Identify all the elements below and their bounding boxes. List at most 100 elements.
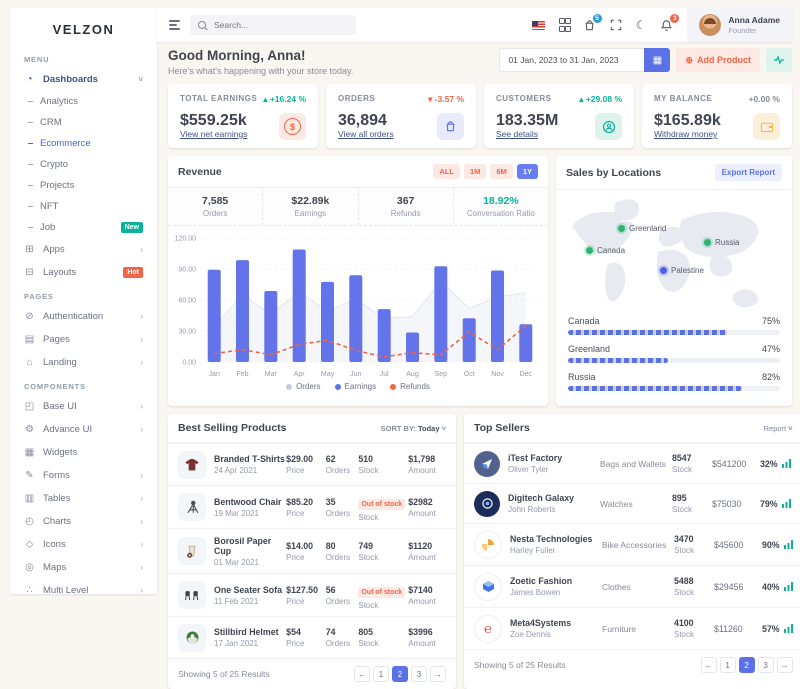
map-marker-greenland[interactable]: Greenland <box>618 224 666 233</box>
sidebar-item-pages[interactable]: ▤ Pages › <box>24 334 143 345</box>
chevron-down-icon: ˅ <box>788 423 793 433</box>
fullscreen-icon[interactable] <box>610 19 622 31</box>
user-name: Anna Adame <box>728 15 780 26</box>
export-report-button[interactable]: Export Report <box>714 164 782 181</box>
seller-row[interactable]: Digitech Galaxy John Roberts Watches 895 S… <box>464 483 800 523</box>
prev-page-button[interactable]: ← <box>700 657 717 673</box>
svg-text:Nov: Nov <box>491 371 504 378</box>
app-logo[interactable]: VELZON <box>52 22 115 37</box>
page-button[interactable]: 3 <box>411 666 427 682</box>
product-row[interactable]: Bentwood Chair 19 Mar 2021 $85.20 Price 35… <box>168 485 456 528</box>
sidebar-item-crm[interactable]: CRM <box>10 112 157 133</box>
sidebar-item-icons[interactable]: ◇ Icons › <box>25 539 143 550</box>
product-row[interactable]: Branded T-Shirts 24 Apr 2021 $29.00 Price … <box>168 443 456 485</box>
sidebar-item-layouts[interactable]: ⊟ Layouts Hot <box>10 261 157 284</box>
icons-icon: ◇ <box>25 539 34 550</box>
report-dropdown[interactable]: Report ˅ <box>763 423 793 433</box>
sort-by-dropdown[interactable]: SORT BY: Today ˅ <box>380 423 446 433</box>
sidebar-item-landing[interactable]: ⌂ Landing › <box>10 351 157 374</box>
search-box[interactable] <box>190 15 356 35</box>
range-6m-button[interactable]: 6M <box>490 164 513 179</box>
sidebar-item-job[interactable]: Job New <box>10 217 157 238</box>
user-role: Founder <box>728 25 757 35</box>
range-1m-button[interactable]: 1M <box>463 164 487 179</box>
product-row[interactable]: Borosil Paper Cup 01 Mar 2021 $14.00 Price… <box>168 528 456 573</box>
activity-button[interactable] <box>766 48 792 72</box>
svg-text:Jun: Jun <box>350 371 361 378</box>
sidebar-item-forms[interactable]: ✎ Forms › <box>25 470 143 481</box>
chevron-right-icon: › <box>140 494 143 503</box>
map-marker-canada[interactable]: Canada <box>586 246 625 255</box>
map-marker-russia[interactable]: Russia <box>704 238 739 247</box>
dark-mode-icon[interactable]: ☾ <box>635 18 647 32</box>
view-all-orders-link[interactable]: View all orders <box>338 129 394 139</box>
language-flag-icon[interactable] <box>531 20 545 30</box>
sidebar-item-tables[interactable]: ▥ Tables › <box>24 493 143 504</box>
see-details-link[interactable]: See details <box>496 129 539 139</box>
seller-row[interactable]: iTest Factory Oliver Tyler Bags and Walle… <box>464 443 800 483</box>
prev-page-button[interactable]: ← <box>354 666 370 682</box>
sidebar-item-multi-level[interactable]: ∴ Multi Level › <box>10 579 157 594</box>
map-marker-palestine[interactable]: Palestine <box>660 266 704 275</box>
stat-card-my-balance: My Balance +0.00 % $165.89k Withdraw mon… <box>642 84 792 148</box>
page-button[interactable]: 1 <box>373 666 389 682</box>
sidebar-item-base-ui[interactable]: ◰ Base UI › <box>24 401 143 412</box>
view-net-earnings-link[interactable]: View net earnings <box>180 129 248 139</box>
sidebar-item-authentication[interactable]: ⊘ Authentication › <box>25 311 143 322</box>
seller-row[interactable]: Nesta Technologies Harley Fuller Bike Acc… <box>464 523 800 565</box>
page-button-active[interactable]: 2 <box>738 657 755 673</box>
svg-text:Dec: Dec <box>520 371 533 378</box>
base-ui-icon: ◰ <box>24 401 35 412</box>
chair-thumbnail <box>178 493 206 521</box>
date-range-input[interactable] <box>499 48 645 72</box>
tables-icon: ▥ <box>24 493 35 504</box>
range-all-button[interactable]: ALL <box>433 164 460 179</box>
page-button[interactable]: 1 <box>719 657 736 673</box>
sidebar-item-analytics[interactable]: Analytics <box>10 91 157 112</box>
search-input[interactable] <box>212 19 326 31</box>
range-1y-button[interactable]: 1Y <box>516 164 538 179</box>
add-product-button[interactable]: ⊕ Add Product <box>676 48 760 72</box>
notifications-bell-icon[interactable]: 3 <box>660 13 680 32</box>
seller-row[interactable]: ℮ Meta4Systems Zoe Dennis Furniture 4100 S… <box>464 607 800 649</box>
sidebar-item-charts[interactable]: ◴ Charts › <box>25 516 143 527</box>
sidebar-item-advance-ui[interactable]: ⚙ Advance UI › <box>25 424 143 435</box>
page-subtitle: Here's what's happening with your store … <box>168 66 354 76</box>
user-menu[interactable]: Anna Adame Founder <box>687 8 792 42</box>
sidebar-item-projects[interactable]: Projects <box>10 175 157 196</box>
page-button-active[interactable]: 2 <box>392 666 408 682</box>
mini-bars-icon <box>781 499 791 508</box>
shopping-bag-icon <box>437 113 464 140</box>
results-summary: Showing 5 of 25 Results <box>178 669 270 679</box>
sidebar-item-nft[interactable]: NFT <box>10 196 157 217</box>
chevron-down-icon: ˅ <box>138 75 143 84</box>
earnings-value: $22.89k <box>291 195 330 207</box>
hamburger-menu-icon[interactable] <box>169 20 180 30</box>
withdraw-money-link[interactable]: Withdraw money <box>654 129 718 139</box>
calendar-icon[interactable]: ▦ <box>644 48 671 72</box>
sidebar-item-crypto[interactable]: Crypto <box>10 154 157 175</box>
next-page-button[interactable]: → <box>776 657 793 673</box>
sidebar-item-widgets[interactable]: ▦ Widgets <box>24 447 78 458</box>
dash-icon <box>28 185 33 186</box>
sidebar-item-ecommerce[interactable]: Ecommerce <box>10 133 157 154</box>
change-badge: ▴ +29.08 % <box>579 94 622 104</box>
pages-icon: ▤ <box>24 334 35 345</box>
pagination: ← 1 2 3 → <box>700 657 793 673</box>
svg-text:Feb: Feb <box>236 371 248 378</box>
change-badge: ▴ +16.24 % <box>263 94 306 104</box>
product-row[interactable]: One Seater Sofa 11 Feb 2021 $127.50 Price … <box>168 573 456 616</box>
next-page-button[interactable]: → <box>430 666 446 682</box>
dash-icon <box>28 101 33 102</box>
sidebar-item-maps[interactable]: ◎ Maps › <box>25 562 143 573</box>
page-button[interactable]: 3 <box>757 657 774 673</box>
seller-row[interactable]: Zoetic Fashion James Bowen Clothes 5488 St… <box>464 565 800 607</box>
notification-count-badge: 3 <box>670 13 680 23</box>
cart-icon[interactable]: 5 <box>583 13 602 32</box>
sidebar-item-apps[interactable]: ⊞ Apps › <box>25 244 143 255</box>
web-apps-icon[interactable] <box>558 18 571 32</box>
sidebar-item-dashboards[interactable]: ◔ Dashboards ˅ <box>10 68 157 91</box>
product-row[interactable]: Stillbird Helmet 17 Jan 2021 $54 Price 74 O… <box>168 616 456 658</box>
dash-icon <box>28 143 33 144</box>
sidebar-section-components: Components <box>24 382 86 391</box>
